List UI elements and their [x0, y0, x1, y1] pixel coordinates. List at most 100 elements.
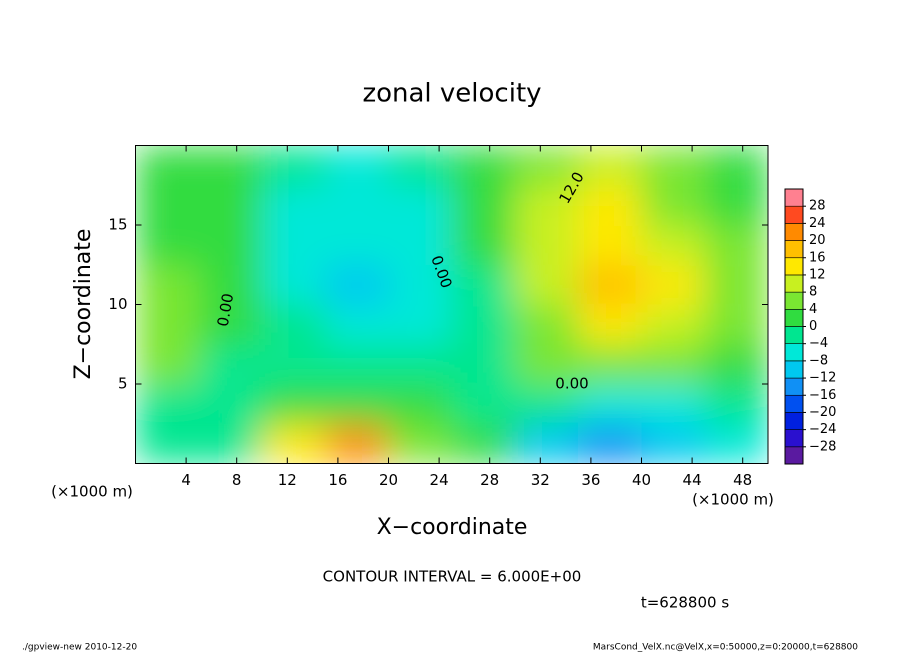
field-cell — [578, 185, 642, 226]
field-cell — [325, 145, 389, 186]
colorbar-label: −12 — [809, 371, 836, 386]
field-cell — [704, 264, 768, 305]
colorbar-swatch — [784, 257, 804, 276]
field-cell — [515, 423, 579, 464]
field-cell — [451, 304, 516, 345]
x-tick-label: 36 — [581, 471, 600, 489]
field-cell — [135, 344, 200, 385]
colorbar-label: −8 — [809, 353, 828, 368]
field-cell — [451, 423, 516, 464]
y-tick-label: 15 — [108, 216, 127, 234]
colorbar-swatch — [784, 309, 804, 327]
y-unit: (×1000 m) — [51, 483, 133, 501]
colorbar-swatch — [784, 343, 804, 362]
field-cell — [641, 225, 706, 266]
field-cell — [578, 423, 642, 464]
field-cell — [262, 225, 326, 266]
colorbar-label: 8 — [809, 285, 817, 300]
field-cell — [515, 304, 579, 345]
colorbar-label: −28 — [809, 439, 836, 454]
field-cell — [198, 423, 263, 464]
field-cell — [641, 344, 706, 385]
field-cell — [135, 384, 200, 425]
field-cell — [578, 145, 642, 186]
field-cell — [135, 423, 200, 464]
field-cell — [388, 384, 453, 425]
x-tick-label: 44 — [683, 471, 702, 489]
field-cells — [135, 145, 768, 464]
colorbar-swatch — [784, 240, 804, 259]
contour-interval: CONTOUR INTERVAL = 6.000E+00 — [323, 568, 582, 586]
field-cell — [135, 145, 200, 186]
field-cell — [451, 264, 516, 305]
x-tick-label: 8 — [232, 471, 242, 489]
time-label: t=628800 s — [641, 594, 729, 612]
field-cell — [451, 384, 516, 425]
x-tick-label: 32 — [531, 471, 550, 489]
x-tick-label: 20 — [379, 471, 398, 489]
field-cell — [388, 264, 453, 305]
field-cell — [262, 423, 326, 464]
colorbar-label: 28 — [809, 199, 826, 214]
colorbar-label: 20 — [809, 233, 826, 248]
footer-right: MarsCond_VelX.nc@VelX,x=0:50000,z=0:2000… — [593, 643, 858, 653]
x-tick-label: 4 — [181, 471, 191, 489]
field-cell — [325, 344, 389, 385]
colorbar-label: −20 — [809, 405, 836, 420]
field-cell — [451, 225, 516, 266]
x-tick-label: 40 — [632, 471, 651, 489]
field-cell — [325, 304, 389, 345]
field-cell — [641, 304, 706, 345]
field-cell — [578, 264, 642, 305]
x-tick-label: 48 — [733, 471, 752, 489]
field-cell — [704, 384, 768, 425]
field-cell — [262, 384, 326, 425]
field-cell — [641, 384, 706, 425]
field-cell — [388, 344, 453, 385]
field-cell — [262, 145, 326, 186]
field-cell — [704, 344, 768, 385]
field-cell — [198, 384, 263, 425]
colorbar-swatch — [784, 360, 804, 379]
colorbar-swatch — [784, 223, 804, 241]
colorbar-label: 0 — [809, 319, 817, 334]
colorbar-swatch — [784, 274, 804, 293]
field-cell — [198, 304, 263, 345]
field-cell — [451, 145, 516, 186]
field-cell — [451, 185, 516, 226]
colorbar-swatch — [784, 291, 804, 310]
colorbar-label: 16 — [809, 250, 826, 265]
colorbar-swatch — [784, 326, 804, 344]
field-cell — [578, 304, 642, 345]
field-cell — [451, 344, 516, 385]
field-cell — [198, 264, 263, 305]
colorbar-label: −16 — [809, 388, 836, 403]
field-cell — [325, 225, 389, 266]
chart-title: zonal velocity — [362, 79, 541, 109]
field-cell — [515, 185, 579, 226]
colorbar-swatch — [784, 188, 804, 207]
colorbar-label: 24 — [809, 216, 826, 231]
field-cell — [515, 145, 579, 186]
contour-label: 0.00 — [555, 375, 588, 393]
colorbar-swatch — [784, 205, 804, 224]
y-axis-label: Z−coordinate — [71, 229, 96, 380]
x-tick-label: 24 — [430, 471, 449, 489]
field-cell — [641, 423, 706, 464]
field-cell — [515, 225, 579, 266]
y-tick-label: 10 — [108, 295, 127, 313]
x-tick-label: 12 — [278, 471, 297, 489]
field-cell — [198, 225, 263, 266]
field-cell — [388, 304, 453, 345]
field-cell — [262, 185, 326, 226]
field-cell — [578, 384, 642, 425]
field-cell — [515, 384, 579, 425]
footer-left: ./gpview-new 2010-12-20 — [22, 643, 137, 653]
field-cell — [262, 264, 326, 305]
colorbar-swatch — [784, 429, 804, 448]
field-cell — [325, 264, 389, 305]
field-cell — [325, 423, 389, 464]
field-cell — [135, 185, 200, 226]
colorbar-label: −24 — [809, 422, 836, 437]
